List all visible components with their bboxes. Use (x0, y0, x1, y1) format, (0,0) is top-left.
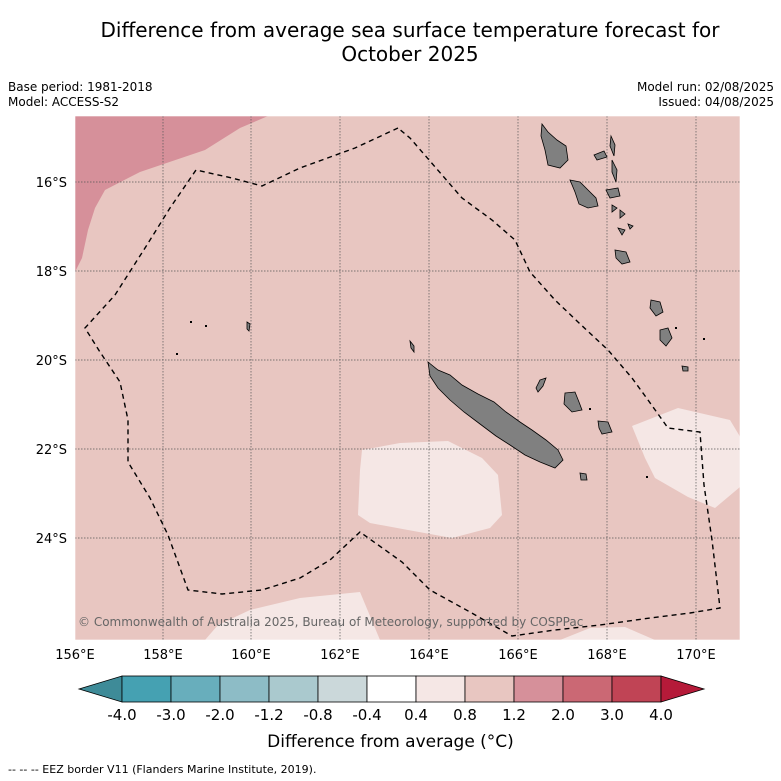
lon-label-156e: 156°E (55, 648, 95, 663)
longitude-labels: 156°E 158°E 160°E 162°E 164°E 166°E 168°… (55, 648, 716, 663)
matthew-island (681, 365, 689, 372)
lon-label-158e: 158°E (143, 648, 183, 663)
lon-label-160e: 160°E (231, 648, 271, 663)
map-frame (74, 115, 741, 641)
model-run-text: Model run: 02/08/2025 (636, 80, 774, 94)
meta-left: Base period: 1981-2018 Model: ACCESS-S2 (8, 80, 153, 110)
colorbar-cell (219, 675, 270, 703)
colorbar-tick-label: -1.2 (254, 706, 283, 724)
colorbar-tick-label: 3.0 (600, 706, 624, 724)
title-line-2: October 2025 (341, 42, 479, 66)
colorbar-cell (513, 675, 564, 703)
meta-right: Model run: 02/08/2025 Issued: 04/08/2025 (637, 80, 774, 110)
small-islet-a (627, 223, 634, 230)
ocean-anomaly-field (75, 116, 740, 640)
copyright-text: © Commonwealth of Australia 2025, Bureau… (78, 615, 583, 629)
chart-title: Difference from average sea surface temp… (0, 18, 781, 66)
colorbar-tick-label: -0.8 (303, 706, 332, 724)
efate-island (617, 227, 626, 236)
lon-label-168e: 168°E (587, 648, 627, 663)
malo-island (593, 150, 608, 161)
epi-island (611, 204, 618, 213)
colorbar-tick-label: 4.0 (649, 706, 673, 724)
map-area: © Commonwealth of Australia 2025, Bureau… (75, 116, 740, 640)
pentecost-island (611, 159, 618, 183)
malakula-island (569, 179, 599, 209)
colorbar-under-arrow (77, 675, 123, 703)
lat-label-20s: 20°S (36, 354, 67, 369)
title-line-1: Difference from average sea surface temp… (100, 18, 720, 42)
colorbar-tick-label: 1.2 (502, 706, 526, 724)
colorbar-cell (366, 675, 417, 703)
lat-label-18s: 18°S (36, 265, 67, 280)
cool-anomaly-region-east (632, 408, 740, 508)
colorbar-tick-label: -2.0 (205, 706, 234, 724)
cool-anomaly-region-south (205, 592, 380, 640)
colorbar-cell (464, 675, 515, 703)
model-text: Model: ACCESS-S2 (8, 95, 120, 109)
mare-island (597, 420, 613, 435)
lon-label-170e: 170°E (676, 648, 716, 663)
aneityum-island (659, 327, 673, 347)
ambrym-island (605, 187, 621, 199)
base-period-text: Base period: 1981-2018 (8, 80, 153, 94)
eez-border (84, 127, 721, 637)
lon-label-162e: 162°E (320, 648, 360, 663)
lifou-island (563, 391, 583, 413)
colorbar-tick-label: 0.8 (453, 706, 477, 724)
espiritu-santo-island (540, 122, 569, 169)
cool-anomaly-region-southeast (560, 627, 655, 640)
issued-text: Issued: 04/08/2025 (658, 95, 774, 109)
latitude-labels: 16°S 18°S 20°S 22°S 24°S (36, 176, 67, 547)
colorbar-tick-label: -0.4 (352, 706, 381, 724)
colorbar-cell (562, 675, 613, 703)
tanna-island (649, 299, 664, 317)
lon-label-164e: 164°E (409, 648, 449, 663)
colorbar-tick-label: 2.0 (551, 706, 575, 724)
lat-label-24s: 24°S (36, 532, 67, 547)
lat-label-16s: 16°S (36, 176, 67, 191)
colorbar-cell (170, 675, 221, 703)
tiny-islets (176, 321, 705, 478)
colorbar-cell (415, 675, 466, 703)
ouvea-island (535, 377, 547, 393)
colorbar-cell (317, 675, 368, 703)
colorbar-cell (268, 675, 319, 703)
shepherd-island (619, 209, 626, 219)
colorbar-title: Difference from average (°C) (267, 732, 514, 752)
colorbar-cell (121, 675, 172, 703)
colorbar-tick-label: 0.4 (404, 706, 428, 724)
lat-label-22s: 22°S (36, 443, 67, 458)
lon-label-166e: 166°E (498, 648, 538, 663)
colorbar: -4.0 -3.0 -2.0 -1.2 -0.8 -0.4 0.4 0.8 1.2 2.0 3.0 4… (77, 675, 706, 724)
warm-anomaly-region (75, 116, 268, 272)
colorbar-tick-label: -4.0 (107, 706, 136, 724)
belep-island (409, 339, 415, 354)
chesterfield-islet (246, 321, 251, 332)
isle-of-pines (579, 472, 588, 481)
new-caledonia-island (427, 361, 564, 469)
colorbar-cell (611, 675, 662, 703)
colorbar-cells (121, 675, 662, 703)
colorbar-tick-label: -3.0 (156, 706, 185, 724)
erromango-island (614, 249, 631, 265)
land-masses (246, 122, 689, 481)
gridlines (75, 116, 740, 640)
cool-anomaly-region-center (358, 441, 502, 538)
colorbar-over-arrow (660, 675, 706, 703)
colorbar-labels: -4.0 -3.0 -2.0 -1.2 -0.8 -0.4 0.4 0.8 1.2 2.0 3.0 4… (107, 706, 673, 724)
eez-legend-note: -- -- -- EEZ border V11 (Flanders Marine… (8, 763, 317, 776)
maewo-island (609, 134, 616, 157)
